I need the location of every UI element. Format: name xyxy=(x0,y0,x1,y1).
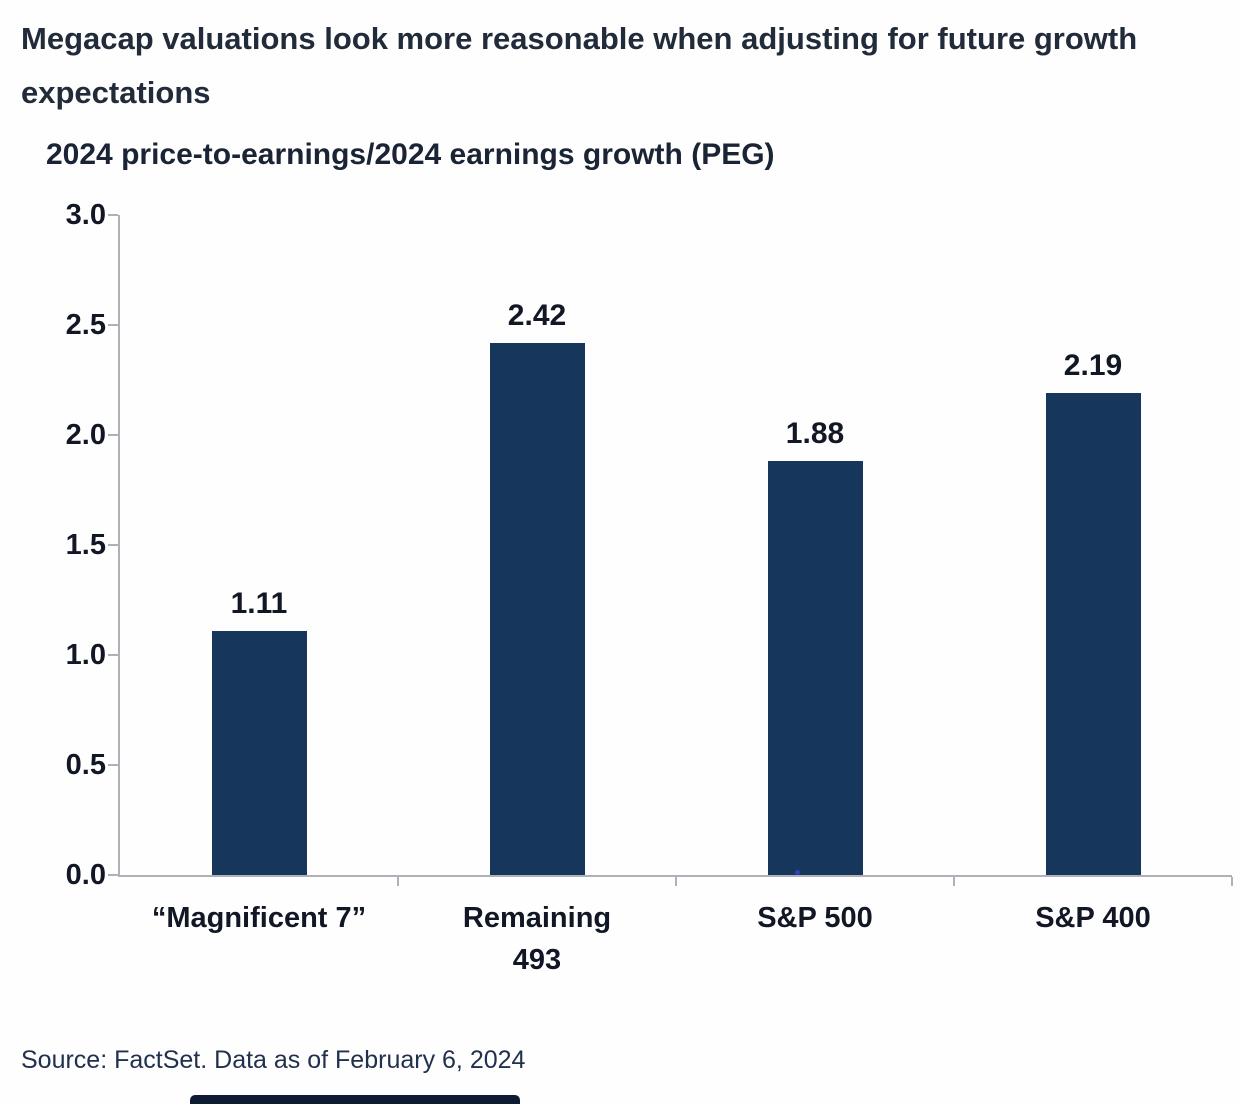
x-tick-mark xyxy=(1231,877,1233,886)
bar-group-magnificent-7: 1.11 “Magnificent 7” xyxy=(120,215,398,934)
y-tick-mark xyxy=(108,434,118,436)
bar xyxy=(1045,393,1141,875)
bar-value-label: 1.11 xyxy=(230,587,288,620)
y-tick-label: 1.0 xyxy=(65,639,106,671)
stray-dot-artifact xyxy=(795,870,800,875)
y-tick-label: 1.5 xyxy=(65,529,106,561)
y-tick-mark xyxy=(108,324,118,326)
y-tick-label: 3.0 xyxy=(65,199,106,231)
y-tick-mark xyxy=(108,874,118,876)
bar xyxy=(489,343,585,875)
bar-group-remaining-493: 2.42 Remaining 493 xyxy=(398,215,676,976)
y-tick-label: 0.0 xyxy=(65,859,106,891)
y-axis-labels: 3.0 2.5 2.0 1.5 1.0 0.5 0.0 xyxy=(28,200,106,890)
bar-value-label: 2.19 xyxy=(1063,349,1123,382)
y-tick-label: 0.5 xyxy=(65,749,106,781)
y-tick-mark xyxy=(108,214,118,216)
bar-value-label: 1.88 xyxy=(785,417,845,450)
y-tick-label: 2.5 xyxy=(65,309,106,341)
y-tick-mark xyxy=(108,764,118,766)
bar-group-sp400: 2.19 S&P 400 xyxy=(954,215,1232,934)
y-tick-mark xyxy=(108,544,118,546)
chart-headline: Megacap valuations look more reasonable … xyxy=(21,21,1138,111)
x-tick-mark xyxy=(953,877,955,886)
bar xyxy=(211,631,307,875)
bar-value-label: 2.42 xyxy=(507,299,567,332)
y-tick-mark xyxy=(108,654,118,656)
plot-area: 1.11 “Magnificent 7” 2.42 Remaining 493 … xyxy=(108,214,1233,976)
cropped-footer-artifact xyxy=(190,1095,520,1104)
x-category-label: S&P 500 xyxy=(757,902,873,934)
x-category-label: “Magnificent 7” xyxy=(151,902,367,934)
chart-title: 2024 price-to-earnings/2024 earnings gro… xyxy=(46,138,775,171)
y-tick-label: 2.0 xyxy=(65,419,106,451)
x-category-label: S&P 400 xyxy=(1035,902,1151,934)
x-tick-mark xyxy=(675,877,677,886)
bar xyxy=(767,461,863,875)
x-tick-mark xyxy=(397,877,399,886)
x-category-label: Remaining 493 xyxy=(462,902,612,977)
source-note: Source: FactSet. Data as of February 6, … xyxy=(21,1046,526,1074)
bar-group-sp500: 1.88 S&P 500 xyxy=(676,215,954,934)
